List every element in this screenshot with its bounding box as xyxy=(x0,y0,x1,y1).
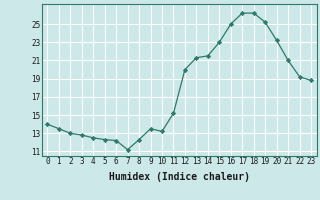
X-axis label: Humidex (Indice chaleur): Humidex (Indice chaleur) xyxy=(109,172,250,182)
